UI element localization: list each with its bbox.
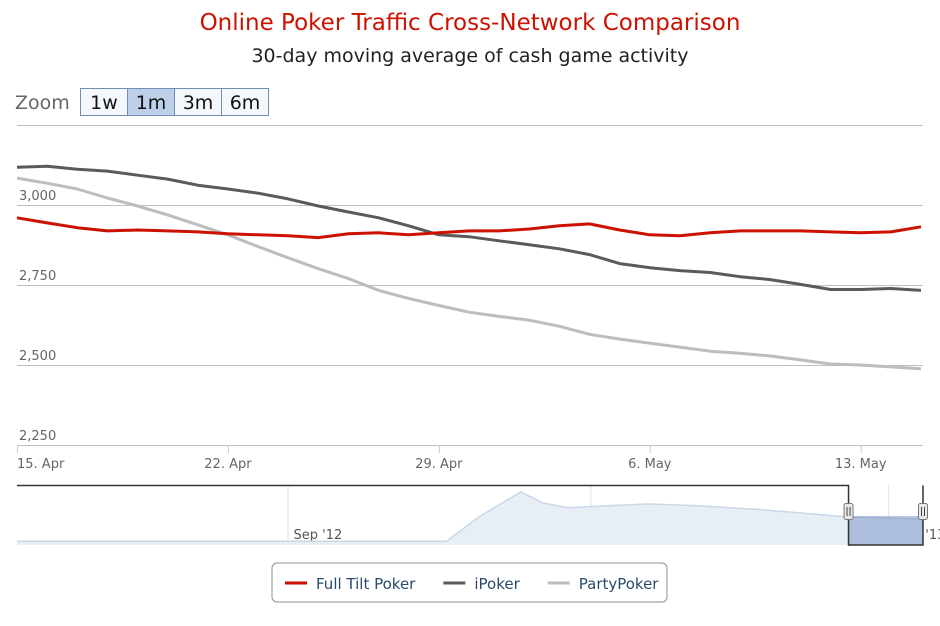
navigator-handle-grip[interactable]	[921, 507, 925, 516]
y-tick-label: 3,000	[19, 189, 56, 204]
y-tick-label: 2,750	[19, 269, 56, 284]
navigator-tick-label: Sep '12	[294, 528, 343, 543]
series-line	[16, 176, 922, 371]
navigator-handle-grip[interactable]	[846, 507, 851, 516]
series-line	[16, 216, 922, 240]
legend-box	[271, 562, 668, 603]
x-tick-label: 13. May	[835, 457, 887, 472]
navigator-handle[interactable]	[843, 503, 854, 520]
zoom-button-label[interactable]: 1w	[90, 92, 118, 114]
navigator-handle[interactable]	[918, 503, 928, 520]
zoom-button-label[interactable]: 1m	[136, 92, 167, 114]
zoom-label: Zoom	[15, 92, 70, 114]
legend-label[interactable]: iPoker	[474, 575, 520, 593]
legend-label[interactable]: PartyPoker	[579, 575, 660, 593]
series-line	[16, 164, 922, 292]
navigator-line	[17, 490, 924, 543]
x-tick-label: 15. Apr	[17, 457, 65, 472]
zoom-button[interactable]	[174, 88, 222, 116]
navigator-area	[17, 491, 923, 545]
legend-label[interactable]: Full Tilt Poker	[316, 575, 416, 593]
navigator-outline	[17, 484, 924, 546]
x-tick-label: 22. Apr	[204, 457, 252, 472]
y-tick-label: 2,500	[19, 349, 56, 364]
navigator-selection	[848, 516, 923, 545]
chart-title: Online Poker Traffic Cross-Network Compa…	[200, 10, 741, 36]
chart-subtitle: 30-day moving average of cash game activ…	[251, 45, 688, 67]
x-tick-label: 29. Apr	[415, 457, 463, 472]
x-tick-label: 6. May	[628, 457, 672, 472]
zoom-button[interactable]	[221, 88, 269, 116]
zoom-button-label[interactable]: 6m	[230, 92, 261, 114]
zoom-button-label[interactable]: 3m	[183, 92, 214, 114]
y-tick-label: 2,250	[19, 429, 56, 444]
